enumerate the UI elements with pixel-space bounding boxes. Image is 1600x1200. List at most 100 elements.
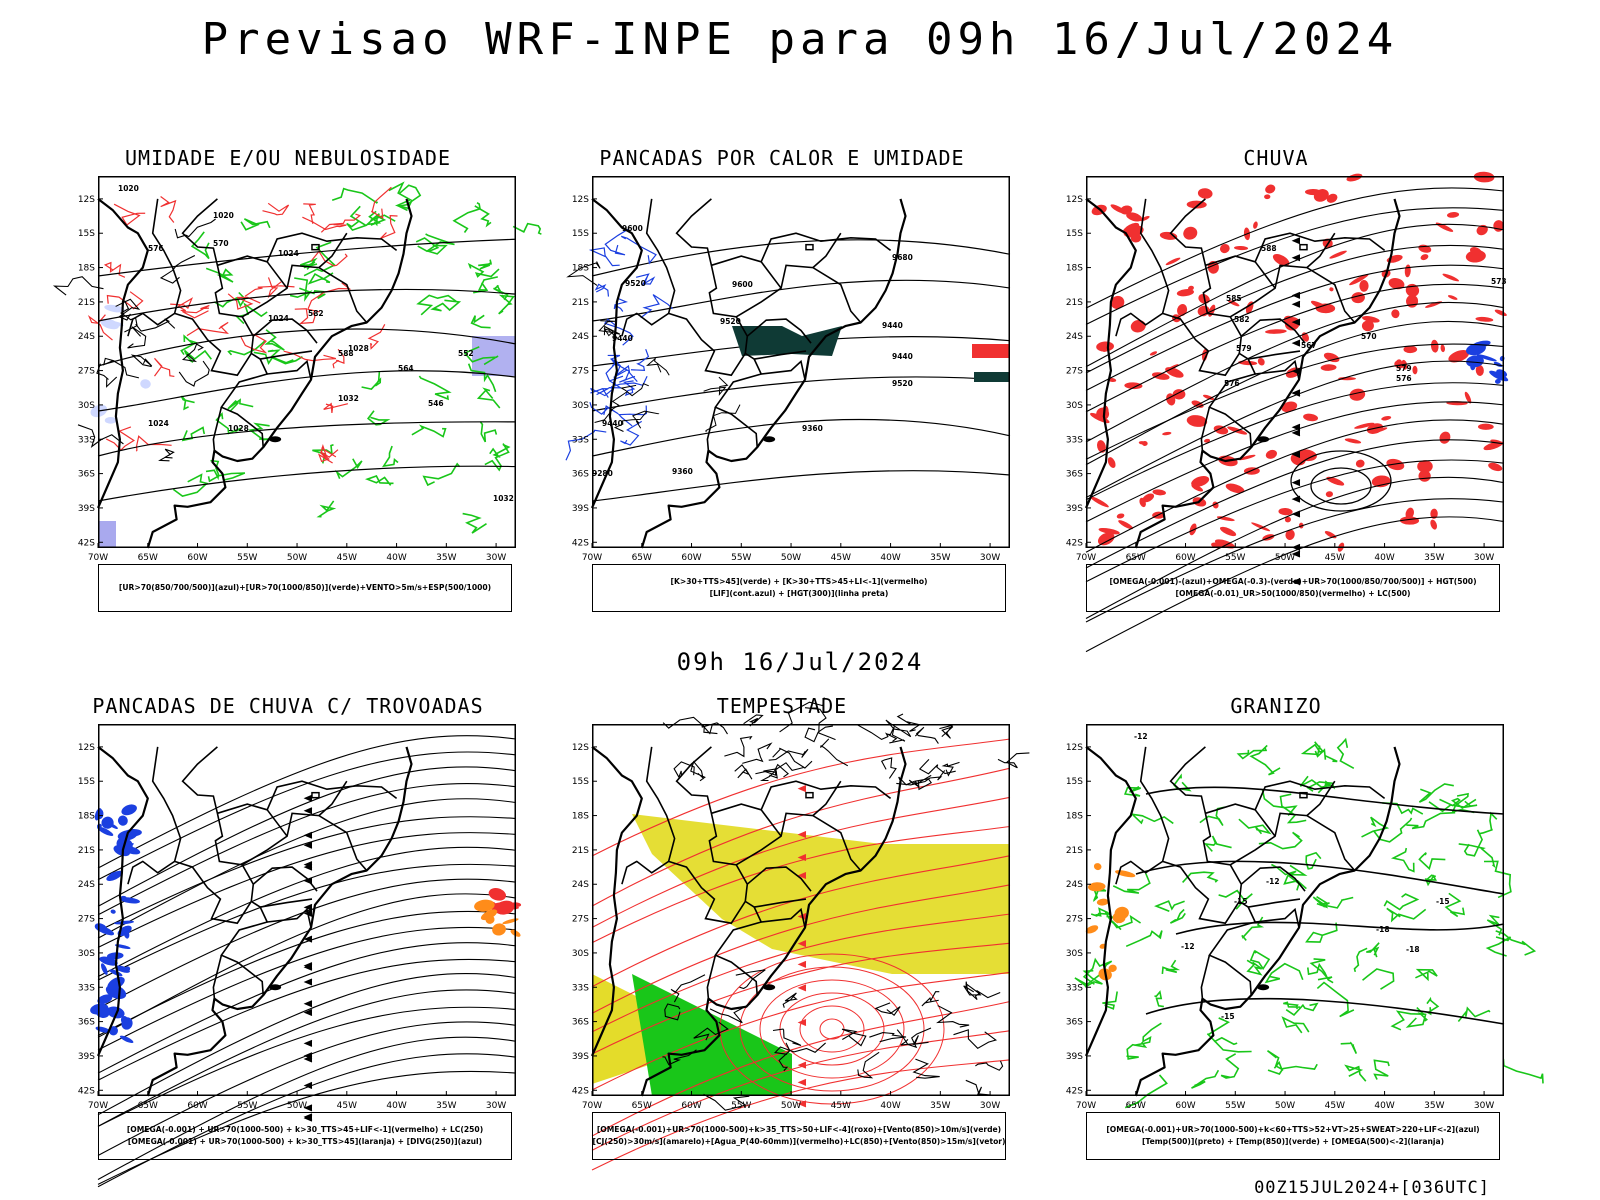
lat-tick-label: 39S — [1066, 1052, 1083, 1062]
contour-segment — [1386, 907, 1427, 923]
political-border — [1200, 407, 1211, 451]
streamline — [1085, 343, 1505, 460]
contour-segment — [673, 761, 695, 779]
contour-segment — [303, 203, 316, 224]
legend-granizo: [OMEGA(-0.001)+UR>70(1000-500)+k<60+TTS>… — [1086, 1112, 1500, 1160]
political-border — [761, 359, 806, 380]
contour-label: 1024 — [268, 314, 289, 323]
divergence-blue-area — [90, 804, 142, 1044]
panel-title: GRANIZO — [1230, 694, 1322, 718]
federal-district — [311, 791, 320, 799]
streamline — [1085, 301, 1505, 443]
political-border — [1255, 907, 1300, 928]
shaded-area — [1203, 394, 1215, 400]
shaded-area — [1177, 304, 1188, 317]
contour-segment — [411, 424, 447, 438]
axis-labels: 12S 15S 18S 21S 24S 27S 30S 33S 36S 39S 42S 70W 65W 6… — [572, 195, 1001, 563]
lat-tick-label: 18S — [78, 812, 95, 822]
cyclone-contour — [1310, 467, 1372, 505]
lat-tick-label: 15S — [78, 229, 95, 239]
political-border — [754, 350, 807, 360]
streamline — [1085, 401, 1505, 523]
contour-segment — [370, 213, 396, 227]
panel-umidade: UMIDADE E/OU NEBULOSIDADE 1020 1020 1024 10… — [48, 146, 542, 616]
shaded-area — [1097, 440, 1106, 453]
lat-tick-label: 24S — [78, 880, 95, 890]
lat-tick-label: 18S — [572, 812, 589, 822]
lat-tick-label: 42S — [1066, 1086, 1083, 1096]
political-border — [1115, 746, 1170, 885]
shaded-area — [1405, 507, 1414, 519]
streamline — [591, 1059, 1011, 1171]
shaded-area — [94, 923, 107, 932]
political-border — [1248, 350, 1301, 360]
axis-labels: 12S 15S 18S 21S 24S 27S 30S 33S 36S 39S 42S 70W 65W 6… — [78, 743, 507, 1111]
lon-tick-label: 50W — [287, 553, 307, 563]
shaded-area — [1107, 457, 1116, 468]
contour-segment — [127, 326, 147, 349]
contour-segment — [417, 233, 455, 253]
streamline — [591, 884, 1011, 1014]
axis-labels: 12S 15S 18S 21S 24S 27S 30S 33S 36S 39S 42S 70W 65W 6… — [1066, 743, 1495, 1111]
lon-tick-label: 65W — [1126, 553, 1146, 563]
lat-tick-label: 12S — [78, 195, 95, 205]
shaded-area — [1442, 273, 1460, 282]
political-border — [1240, 318, 1306, 344]
pacific-coastline — [1084, 198, 1137, 509]
lon-tick-label: 40W — [880, 1101, 900, 1111]
political-border — [1200, 955, 1211, 999]
federal-district — [1299, 243, 1308, 251]
contour-segment — [1418, 783, 1454, 803]
streamline — [1085, 207, 1505, 326]
pacific-coastline — [590, 198, 643, 509]
contour-segment — [422, 462, 461, 487]
legend-line: [OMEGA(-0.001) + UR>70(1000-500) + k>30_… — [127, 1137, 483, 1146]
contour-segment — [180, 395, 195, 411]
political-border — [668, 312, 746, 377]
contour-segment — [841, 1028, 867, 1047]
precipitable-water-streamlines — [719, 953, 945, 1105]
contour-segment — [1213, 1036, 1252, 1053]
shaded-area — [1361, 320, 1374, 332]
contour-segment — [262, 202, 290, 216]
contour-segment — [1307, 962, 1334, 984]
streamline-arrow — [303, 1039, 313, 1047]
contour-label: -18 — [1376, 925, 1390, 934]
political-border — [241, 812, 368, 872]
temp-500-line — [1175, 921, 1505, 935]
streamline-arrow — [797, 785, 807, 793]
shaded-area — [1098, 527, 1120, 535]
lon-tick-label: 45W — [337, 1101, 357, 1111]
pressure-black-contours — [52, 218, 216, 462]
contour-segment — [898, 776, 920, 788]
lat-tick-label: 12S — [572, 195, 589, 205]
contour-segment — [170, 297, 194, 312]
contour-segment — [479, 421, 498, 443]
political-border — [1306, 232, 1336, 269]
shaded-area — [1096, 898, 1109, 906]
contour-segment — [300, 257, 318, 270]
legend-chuva: [OMEGA(-0.001)-(azul)+OMEGA(-0.3)-(verde… — [1086, 564, 1500, 612]
shaded-area — [1108, 964, 1117, 972]
shaded-area — [1446, 212, 1460, 218]
contour-line — [97, 421, 517, 457]
shaded-area — [1344, 438, 1362, 444]
contour-label: 9520 — [625, 279, 646, 288]
contour-segment — [181, 426, 206, 442]
contour-labels: 9600 9680 9520 9600 9440 9520 9440 9520 9440 9360… — [592, 224, 913, 478]
shaded-area — [1329, 250, 1347, 259]
legend-tempestade: [OMEGA(-0.001)+UR>70(1000-500)+k>35_TTS>… — [592, 1112, 1006, 1160]
contour-segment — [415, 237, 448, 255]
contour-label: 552 — [458, 349, 474, 358]
streamline-arrow — [1291, 429, 1301, 437]
streamline — [97, 751, 517, 881]
streamline — [1085, 439, 1505, 569]
streamline — [97, 766, 517, 907]
shaded-area — [1355, 459, 1365, 468]
coastline-layer — [1084, 746, 1401, 1097]
lon-tick-label: 35W — [436, 1101, 456, 1111]
contour-segment — [1451, 792, 1475, 814]
political-border — [318, 780, 348, 817]
contour-segment — [622, 380, 636, 397]
contour-segment — [120, 300, 138, 333]
